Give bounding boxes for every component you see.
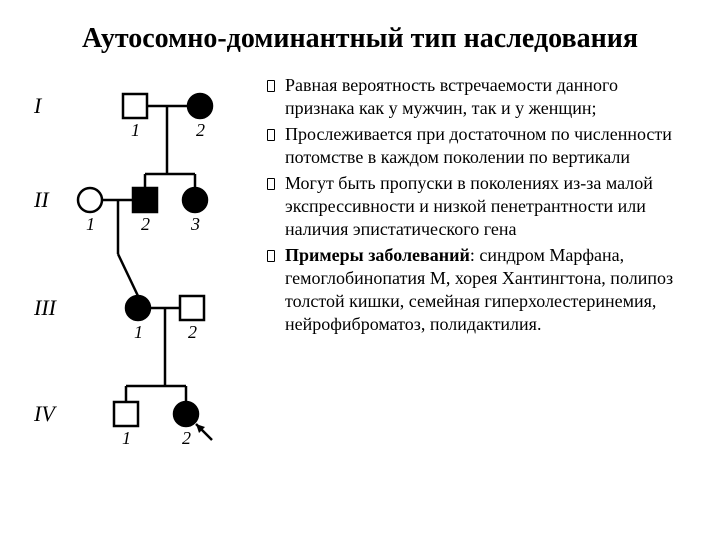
slide-title: Аутосомно-доминантный тип наследования xyxy=(30,22,690,56)
slide: Аутосомно-доминантный тип наследования 1… xyxy=(0,0,720,540)
svg-text:1: 1 xyxy=(134,322,143,342)
content-row: 121231212IIIIIIIV Равная вероятность вст… xyxy=(30,74,690,464)
bullet-item: Примеры заболеваний: синдром Марфана, ге… xyxy=(263,244,690,336)
svg-text:3: 3 xyxy=(190,214,200,234)
pedigree-svg: 121231212IIIIIIIV xyxy=(30,74,245,464)
svg-text:2: 2 xyxy=(188,322,197,342)
svg-text:1: 1 xyxy=(122,428,131,448)
svg-text:I: I xyxy=(33,93,43,118)
svg-text:1: 1 xyxy=(86,214,95,234)
pedigree-diagram: 121231212IIIIIIIV xyxy=(30,74,245,464)
svg-text:III: III xyxy=(33,295,58,320)
bullet-item: Прослеживается при достаточном по числен… xyxy=(263,123,690,169)
svg-text:2: 2 xyxy=(182,428,191,448)
bullet-item: Могут быть пропуски в поколениях из-за м… xyxy=(263,172,690,241)
bullet-ul: Равная вероятность встречаемости данного… xyxy=(263,74,690,336)
svg-text:II: II xyxy=(33,187,50,212)
svg-text:2: 2 xyxy=(141,214,150,234)
bullet-list: Равная вероятность встречаемости данного… xyxy=(263,74,690,464)
bullet-item: Равная вероятность встречаемости данного… xyxy=(263,74,690,120)
svg-text:1: 1 xyxy=(131,120,140,140)
svg-text:IV: IV xyxy=(33,401,57,426)
svg-text:2: 2 xyxy=(196,120,205,140)
